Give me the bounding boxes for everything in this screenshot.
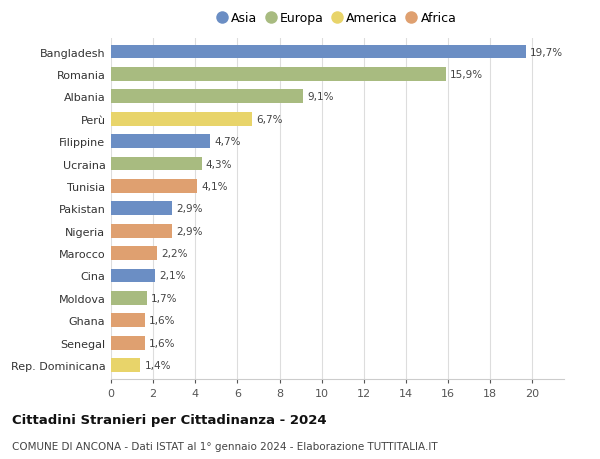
Bar [111,336,145,350]
Text: 6,7%: 6,7% [256,114,283,124]
Bar [111,269,155,283]
Bar [111,202,172,216]
Text: 1,6%: 1,6% [149,338,175,348]
Text: COMUNE DI ANCONA - Dati ISTAT al 1° gennaio 2024 - Elaborazione TUTTITALIA.IT: COMUNE DI ANCONA - Dati ISTAT al 1° genn… [12,441,437,451]
Bar [111,291,147,305]
Text: 1,4%: 1,4% [145,360,171,370]
Text: 2,9%: 2,9% [176,204,203,214]
Bar [111,157,202,171]
Text: 19,7%: 19,7% [530,47,563,57]
Bar [111,224,172,238]
Text: 1,6%: 1,6% [149,316,175,325]
Text: Cittadini Stranieri per Cittadinanza - 2024: Cittadini Stranieri per Cittadinanza - 2… [12,413,326,426]
Bar [111,246,157,260]
Bar [111,90,303,104]
Text: 2,9%: 2,9% [176,226,203,236]
Text: 9,1%: 9,1% [307,92,334,102]
Text: 4,3%: 4,3% [206,159,232,169]
Bar [111,358,140,372]
Bar [111,112,252,126]
Bar [111,313,145,328]
Bar [111,45,526,59]
Text: 1,7%: 1,7% [151,293,178,303]
Bar [111,135,210,149]
Text: 2,1%: 2,1% [160,271,186,281]
Bar [111,179,197,193]
Text: 4,1%: 4,1% [202,181,228,191]
Text: 4,7%: 4,7% [214,137,241,147]
Text: 2,2%: 2,2% [161,248,188,258]
Text: 15,9%: 15,9% [450,70,484,80]
Legend: Asia, Europa, America, Africa: Asia, Europa, America, Africa [215,8,460,28]
Bar [111,68,446,82]
